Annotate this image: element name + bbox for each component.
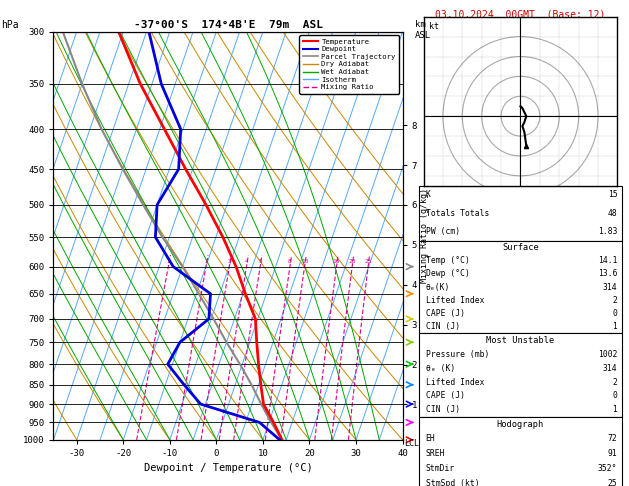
X-axis label: Dewpoint / Temperature (°C): Dewpoint / Temperature (°C) [143, 464, 313, 473]
Text: θₑ (K): θₑ (K) [426, 364, 455, 373]
Text: 8: 8 [288, 259, 292, 264]
Text: LCL: LCL [404, 439, 420, 448]
Text: 314: 314 [603, 364, 618, 373]
Legend: Temperature, Dewpoint, Parcel Trajectory, Dry Adiabat, Wet Adiabat, Isotherm, Mi: Temperature, Dewpoint, Parcel Trajectory… [299, 35, 399, 94]
Text: CIN (J): CIN (J) [426, 322, 460, 331]
Text: Temp (°C): Temp (°C) [426, 256, 470, 265]
Text: 1002: 1002 [598, 350, 618, 359]
Text: 2: 2 [613, 378, 618, 386]
Text: km
ASL: km ASL [415, 20, 431, 40]
Text: 1: 1 [613, 405, 618, 415]
Text: SREH: SREH [426, 449, 445, 458]
Text: 16: 16 [333, 259, 340, 264]
Text: hPa: hPa [1, 20, 19, 31]
Text: Hodograph: Hodograph [497, 420, 544, 429]
Text: StmDir: StmDir [426, 464, 455, 473]
Text: 20: 20 [348, 259, 356, 264]
Text: 14.1: 14.1 [598, 256, 618, 265]
Text: 0: 0 [613, 309, 618, 318]
Text: 25: 25 [364, 259, 372, 264]
Text: 91: 91 [608, 449, 618, 458]
Text: EH: EH [426, 434, 435, 443]
Text: 10: 10 [301, 259, 308, 264]
Bar [420, 333, 621, 417]
Text: Pressure (mb): Pressure (mb) [426, 350, 489, 359]
Text: 2: 2 [204, 259, 208, 264]
Text: 25: 25 [608, 479, 618, 486]
Text: 314: 314 [603, 282, 618, 292]
Text: 48: 48 [608, 208, 618, 218]
Text: 0: 0 [613, 391, 618, 400]
Text: StmSpd (kt): StmSpd (kt) [426, 479, 479, 486]
Text: K: K [426, 191, 431, 199]
Text: 72: 72 [608, 434, 618, 443]
Text: Lifted Index: Lifted Index [426, 296, 484, 305]
Text: 1: 1 [167, 259, 170, 264]
Text: 1: 1 [613, 322, 618, 331]
Text: CIN (J): CIN (J) [426, 405, 460, 415]
Text: CAPE (J): CAPE (J) [426, 309, 465, 318]
Text: -37°00'S  174°4B'E  79m  ASL: -37°00'S 174°4B'E 79m ASL [133, 20, 323, 31]
Text: Most Unstable: Most Unstable [486, 336, 555, 345]
Text: 15: 15 [608, 191, 618, 199]
Text: 5: 5 [259, 259, 262, 264]
Bar [420, 241, 621, 333]
Text: Dewp (°C): Dewp (°C) [426, 269, 470, 278]
Bar [420, 417, 621, 486]
Text: 352°: 352° [598, 464, 618, 473]
Text: Surface: Surface [502, 243, 539, 252]
Text: 2: 2 [613, 296, 618, 305]
Text: 13.6: 13.6 [598, 269, 618, 278]
Text: 3: 3 [228, 259, 231, 264]
Text: CAPE (J): CAPE (J) [426, 391, 465, 400]
Bar [420, 186, 621, 241]
Y-axis label: Mixing Ratio (g/kg): Mixing Ratio (g/kg) [420, 188, 429, 283]
Text: 4: 4 [245, 259, 248, 264]
Text: Totals Totals: Totals Totals [426, 208, 489, 218]
Text: 03.10.2024  00GMT  (Base: 12): 03.10.2024 00GMT (Base: 12) [435, 10, 606, 19]
Text: PW (cm): PW (cm) [426, 227, 460, 236]
Text: 1.83: 1.83 [598, 227, 618, 236]
Text: θₑ(K): θₑ(K) [426, 282, 450, 292]
Text: Lifted Index: Lifted Index [426, 378, 484, 386]
